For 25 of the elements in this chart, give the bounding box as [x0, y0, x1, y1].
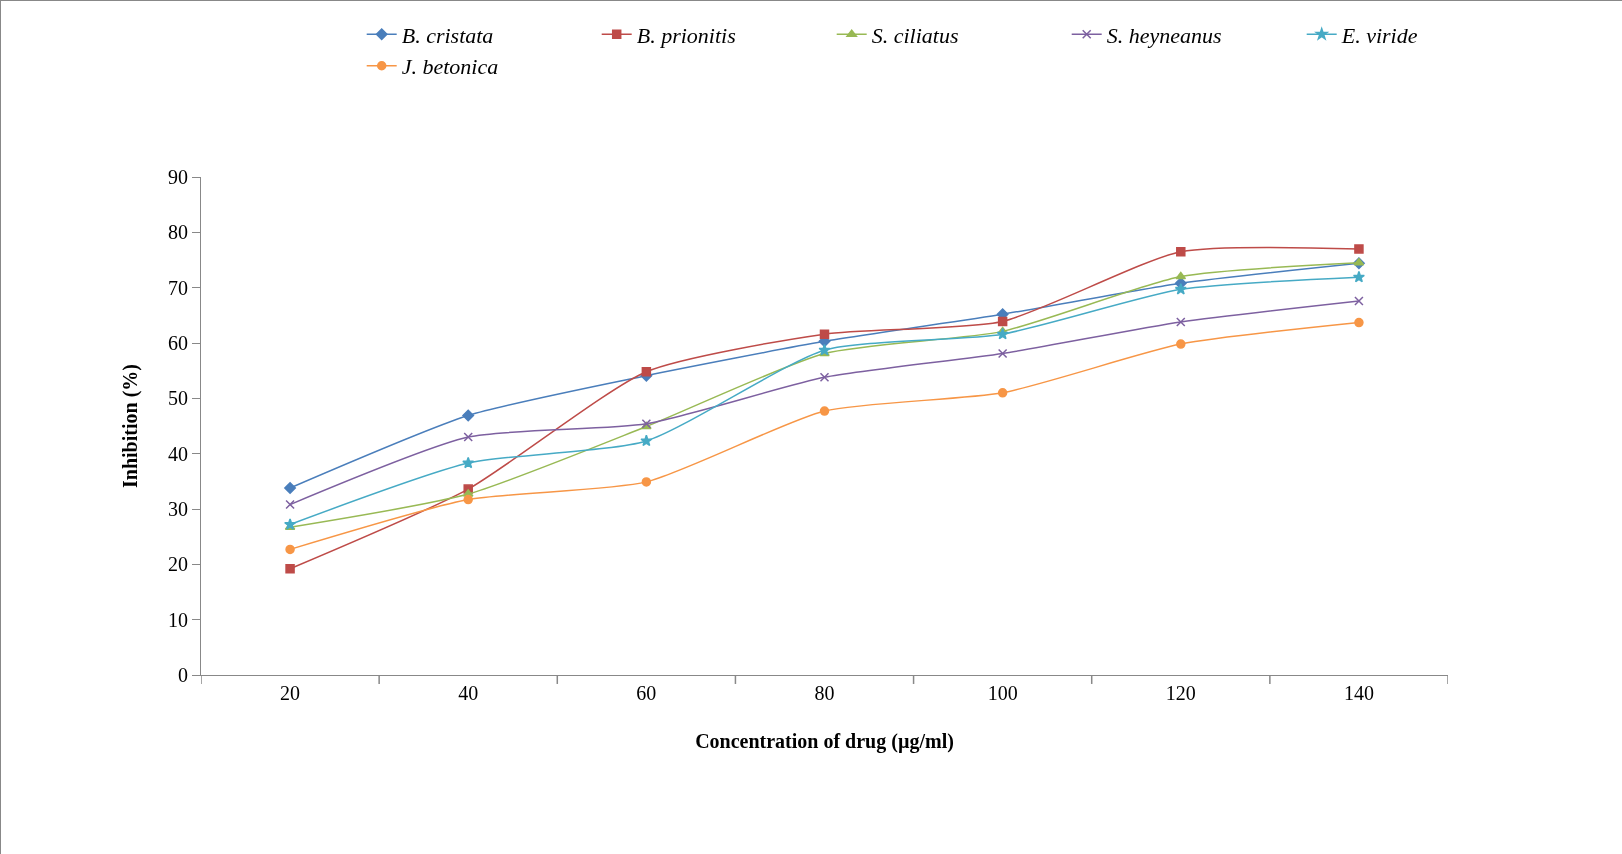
y-tick-label: 80	[168, 221, 188, 244]
x-tick-label: 40	[458, 682, 479, 704]
y-tick-label: 90	[168, 166, 188, 188]
y-tick-label: 20	[168, 553, 188, 576]
x-tick-label: 20	[280, 682, 301, 704]
legend-label: S. ciliatus	[871, 22, 959, 48]
y-tick-label: 50	[168, 387, 188, 410]
legend-label: S. heyneanus	[1106, 22, 1222, 48]
y-tick-label: 40	[168, 442, 188, 465]
y-tick-label: 70	[168, 276, 188, 299]
x-axis-title: Concentration of drug (µg/ml)	[695, 729, 954, 753]
y-tick-label: 10	[168, 608, 188, 631]
legend-label: J. betonica	[401, 54, 499, 80]
x-tick-label: 140	[1343, 682, 1374, 704]
x-tick-label: 80	[814, 682, 835, 704]
legend-label: E. viride	[1340, 22, 1418, 48]
x-tick-label: 120	[1165, 682, 1196, 704]
y-tick-label: 0	[178, 664, 188, 686]
x-tick-label: 100	[987, 682, 1018, 704]
legend-label: B. prionitis	[636, 22, 736, 48]
y-tick-label: 60	[168, 332, 188, 354]
x-tick-label: 60	[636, 682, 657, 704]
legend-label: B. cristata	[401, 22, 494, 48]
y-axis-title: Inhibition (%)	[118, 364, 142, 488]
y-tick-label: 30	[168, 498, 188, 520]
